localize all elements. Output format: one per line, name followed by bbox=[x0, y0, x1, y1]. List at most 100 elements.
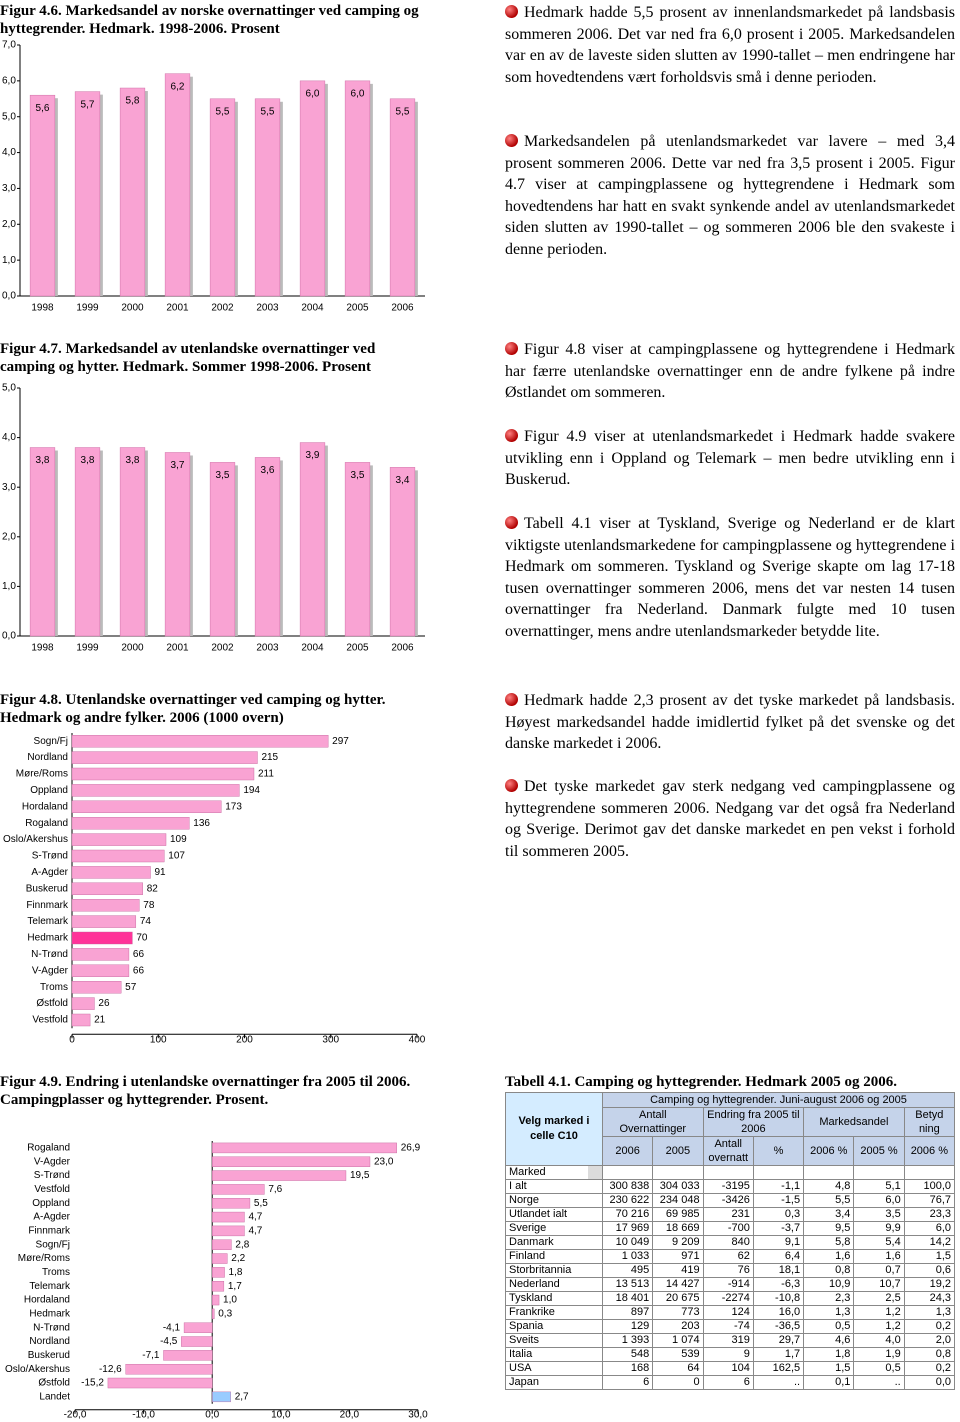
category-label: Rogaland bbox=[25, 818, 68, 829]
y-tick-label: 6,0 bbox=[2, 75, 16, 86]
table-cell bbox=[652, 1165, 704, 1180]
table-row: Danmark 10 049 9 209 840 9,1 5,8 5,4 14,2 bbox=[505, 1235, 956, 1250]
bar bbox=[164, 452, 191, 637]
table-cell: 6 bbox=[601, 1375, 654, 1390]
table-cell: 2,3 bbox=[803, 1291, 855, 1306]
category-label: V-Agder bbox=[34, 1156, 71, 1167]
table-cell: -74 bbox=[702, 1319, 754, 1334]
value-label: 5,5 bbox=[396, 106, 410, 117]
bar bbox=[71, 767, 255, 781]
bar bbox=[71, 931, 133, 945]
x-tick-label: 2006 bbox=[391, 643, 414, 654]
x-tick-label: 2001 bbox=[166, 643, 189, 654]
value-label: 74 bbox=[140, 916, 152, 927]
table-cell: 2006 bbox=[601, 1136, 654, 1166]
value-label: 3,4 bbox=[396, 475, 410, 486]
table-cell: 495 bbox=[601, 1263, 654, 1278]
table-cell: 3,5 bbox=[853, 1207, 905, 1222]
table-cell: 124 bbox=[702, 1305, 754, 1320]
bullet-icon bbox=[505, 134, 518, 147]
bar bbox=[209, 98, 236, 297]
value-label: 4,7 bbox=[248, 1212, 262, 1223]
table-cell: 168 bbox=[601, 1361, 654, 1376]
bar bbox=[29, 447, 56, 637]
bar bbox=[211, 1211, 245, 1223]
y-tick-label: 0,0 bbox=[2, 631, 16, 642]
bar bbox=[211, 1170, 347, 1181]
table-cell: 1,6 bbox=[853, 1249, 905, 1264]
x-tick-label: 1998 bbox=[31, 643, 54, 654]
x-tick-label: 20,0 bbox=[340, 1410, 360, 1421]
figure-title: Figur 4.6. Markedsandel av norske overna… bbox=[0, 3, 419, 37]
category-label: Finnmark bbox=[28, 1226, 71, 1237]
bar bbox=[71, 866, 151, 879]
y-tick-label: 4,0 bbox=[2, 147, 16, 158]
bar bbox=[389, 98, 416, 297]
bar bbox=[71, 849, 165, 863]
x-tick-label: 2003 bbox=[256, 643, 279, 654]
table-cell: 76 bbox=[702, 1263, 754, 1278]
bullet-icon bbox=[505, 779, 518, 792]
category-label: N-Trønd bbox=[31, 949, 68, 960]
value-label: 5,5 bbox=[254, 1198, 268, 1209]
value-label: 6,0 bbox=[351, 88, 365, 99]
category-label: Oppland bbox=[30, 785, 68, 796]
table-cell: 9,5 bbox=[803, 1221, 855, 1236]
value-label: 3,6 bbox=[261, 465, 275, 476]
value-label: 3,5 bbox=[216, 470, 230, 481]
paragraph-text: Hedmark hadde 2,3 prosent av det tyske m… bbox=[505, 692, 955, 753]
x-tick-label: 2004 bbox=[301, 303, 324, 314]
table-cell: Spania bbox=[505, 1319, 603, 1334]
table-row: Italia 548 539 9 1,7 1,8 1,9 0,8 bbox=[505, 1347, 956, 1362]
table-cell: 64 bbox=[652, 1361, 704, 1376]
table-cell: 2006 % bbox=[903, 1136, 956, 1166]
bar bbox=[211, 1391, 231, 1403]
table-cell: Antall overnatt bbox=[702, 1136, 754, 1166]
y-tick-label: 7,0 bbox=[2, 40, 16, 51]
table-cell: -3426 bbox=[702, 1193, 754, 1208]
x-tick-label: 200 bbox=[236, 1035, 253, 1046]
table-cell: 6,0 bbox=[853, 1193, 905, 1208]
bar bbox=[211, 1156, 371, 1167]
table-cell[interactable]: Marked bbox=[505, 1165, 603, 1180]
paragraph-text: Tabell 4.1 viser at Tyskland, Sverige og… bbox=[505, 515, 955, 640]
table-cell: 419 bbox=[652, 1263, 704, 1278]
table-cell: 1 074 bbox=[652, 1333, 704, 1348]
x-tick-label: 30,0 bbox=[408, 1410, 428, 1421]
table-cell: Tyskland bbox=[505, 1291, 603, 1306]
value-label: 57 bbox=[125, 982, 137, 993]
category-label: N-Trønd bbox=[33, 1322, 70, 1333]
category-label: Hordaland bbox=[22, 801, 68, 812]
bar bbox=[211, 1294, 220, 1306]
table-cell: 4,0 bbox=[853, 1333, 905, 1348]
table-cell: 1,6 bbox=[803, 1249, 855, 1264]
x-tick-label: 300 bbox=[322, 1035, 339, 1046]
table-cell: 1,2 bbox=[853, 1319, 905, 1334]
table-cell: 62 bbox=[702, 1249, 754, 1264]
table-row: Nederland 13 513 14 427 -914 -6,3 10,9 10,7 19,… bbox=[505, 1277, 956, 1292]
table-cell: 5,8 bbox=[803, 1235, 855, 1250]
bar bbox=[71, 948, 130, 961]
value-label: -7,1 bbox=[142, 1350, 160, 1361]
x-tick-label: 2005 bbox=[346, 643, 369, 654]
category-label: Østfold bbox=[38, 1378, 70, 1389]
table-cell: 100,0 bbox=[903, 1179, 956, 1194]
bar bbox=[74, 447, 101, 637]
value-label: 215 bbox=[261, 752, 278, 763]
table-cell: 9,9 bbox=[853, 1221, 905, 1236]
table-cell: 897 bbox=[601, 1305, 654, 1320]
bar bbox=[71, 1013, 91, 1027]
value-label: 2,7 bbox=[235, 1391, 249, 1402]
bar bbox=[299, 80, 326, 297]
value-label: 1,7 bbox=[228, 1281, 242, 1292]
table-cell: 2,0 bbox=[903, 1333, 956, 1348]
table-row: I alt 300 838 304 033 -3195 -1,1 4,8 5,1 100,0 bbox=[505, 1179, 956, 1194]
table-cell: Japan bbox=[505, 1375, 603, 1390]
x-tick-label: 1998 bbox=[31, 303, 54, 314]
bar bbox=[344, 462, 371, 637]
table-cell: 17 969 bbox=[601, 1221, 654, 1236]
category-label: Sogn/Fj bbox=[36, 1239, 70, 1250]
table-cell: 29,7 bbox=[752, 1333, 805, 1348]
table-cell: 1,3 bbox=[803, 1305, 855, 1320]
